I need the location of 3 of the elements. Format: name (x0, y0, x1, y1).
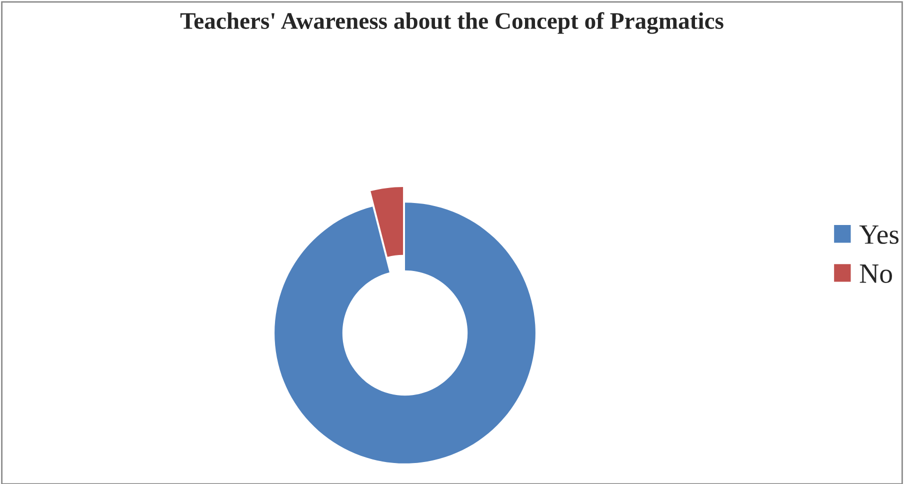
legend-label: Yes (859, 225, 898, 244)
legend-label: No (860, 264, 892, 284)
chart-title: Teachers' Awareness about the Concept of Pragmatics (180, 12, 724, 34)
